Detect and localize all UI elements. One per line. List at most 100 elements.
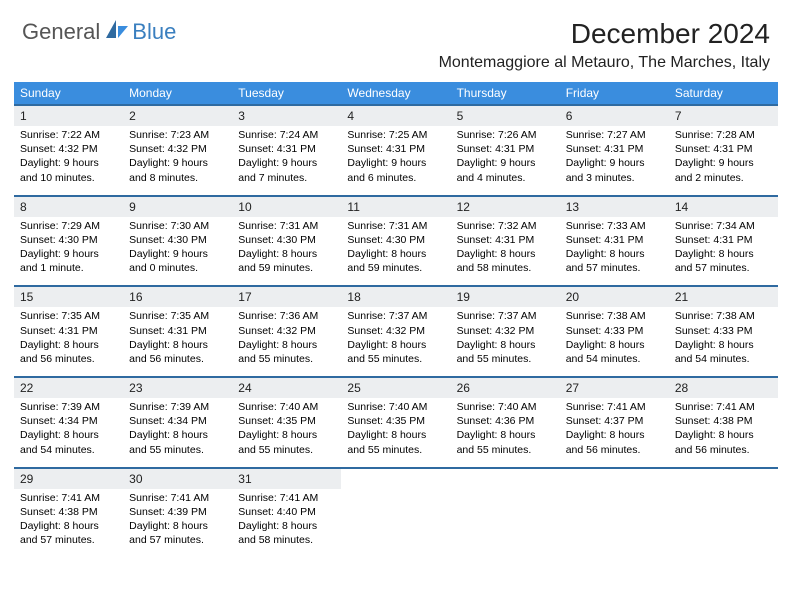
- sunset-line: Sunset: 4:31 PM: [566, 233, 663, 247]
- week-4-daynum-row: 293031: [14, 467, 778, 489]
- daylight-line: Daylight: 8 hours and 56 minutes.: [675, 428, 772, 456]
- sunset-line: Sunset: 4:30 PM: [129, 233, 226, 247]
- logo-sail-icon: [104, 18, 130, 45]
- day-9-number: 9: [123, 195, 232, 217]
- weeks-container: 1234567Sunrise: 7:22 AMSunset: 4:32 PMDa…: [14, 104, 778, 557]
- daylight-line: Daylight: 8 hours and 59 minutes.: [238, 247, 335, 275]
- sunrise-line: Sunrise: 7:41 AM: [566, 400, 663, 414]
- day-24-details: Sunrise: 7:40 AMSunset: 4:35 PMDaylight:…: [232, 398, 341, 467]
- day-1-number: 1: [14, 104, 123, 126]
- sunrise-line: Sunrise: 7:40 AM: [457, 400, 554, 414]
- day-3-number: 3: [232, 104, 341, 126]
- daylight-line: Daylight: 8 hours and 58 minutes.: [457, 247, 554, 275]
- sunrise-line: Sunrise: 7:39 AM: [20, 400, 117, 414]
- day-1-details: Sunrise: 7:22 AMSunset: 4:32 PMDaylight:…: [14, 126, 123, 195]
- daylight-line: Daylight: 8 hours and 55 minutes.: [347, 428, 444, 456]
- weekday-header-thursday: Thursday: [451, 82, 560, 104]
- day-3-details: Sunrise: 7:24 AMSunset: 4:31 PMDaylight:…: [232, 126, 341, 195]
- empty-cell: [560, 467, 669, 489]
- logo-text-blue: Blue: [132, 19, 176, 45]
- day-14-details: Sunrise: 7:34 AMSunset: 4:31 PMDaylight:…: [669, 217, 778, 286]
- sunrise-line: Sunrise: 7:35 AM: [129, 309, 226, 323]
- daylight-line: Daylight: 8 hours and 55 minutes.: [347, 338, 444, 366]
- day-6-number: 6: [560, 104, 669, 126]
- sunset-line: Sunset: 4:31 PM: [675, 142, 772, 156]
- day-20-details: Sunrise: 7:38 AMSunset: 4:33 PMDaylight:…: [560, 307, 669, 376]
- sunset-line: Sunset: 4:35 PM: [238, 414, 335, 428]
- day-18-details: Sunrise: 7:37 AMSunset: 4:32 PMDaylight:…: [341, 307, 450, 376]
- day-12-number: 12: [451, 195, 560, 217]
- week-0-daynum-row: 1234567: [14, 104, 778, 126]
- daylight-line: Daylight: 8 hours and 56 minutes.: [129, 338, 226, 366]
- daylight-line: Daylight: 9 hours and 4 minutes.: [457, 156, 554, 184]
- day-22-details: Sunrise: 7:39 AMSunset: 4:34 PMDaylight:…: [14, 398, 123, 467]
- day-2-number: 2: [123, 104, 232, 126]
- day-19-details: Sunrise: 7:37 AMSunset: 4:32 PMDaylight:…: [451, 307, 560, 376]
- daylight-line: Daylight: 8 hours and 57 minutes.: [675, 247, 772, 275]
- daylight-line: Daylight: 9 hours and 3 minutes.: [566, 156, 663, 184]
- sunrise-line: Sunrise: 7:31 AM: [238, 219, 335, 233]
- daylight-line: Daylight: 8 hours and 56 minutes.: [20, 338, 117, 366]
- sunset-line: Sunset: 4:34 PM: [20, 414, 117, 428]
- empty-cell: [451, 467, 560, 489]
- daylight-line: Daylight: 8 hours and 55 minutes.: [457, 338, 554, 366]
- day-5-details: Sunrise: 7:26 AMSunset: 4:31 PMDaylight:…: [451, 126, 560, 195]
- sunset-line: Sunset: 4:32 PM: [129, 142, 226, 156]
- daylight-line: Daylight: 8 hours and 54 minutes.: [566, 338, 663, 366]
- day-11-number: 11: [341, 195, 450, 217]
- title-block: December 2024 Montemaggiore al Metauro, …: [439, 18, 770, 72]
- sunrise-line: Sunrise: 7:27 AM: [566, 128, 663, 142]
- sunrise-line: Sunrise: 7:34 AM: [675, 219, 772, 233]
- sunset-line: Sunset: 4:31 PM: [675, 233, 772, 247]
- day-14-number: 14: [669, 195, 778, 217]
- sunset-line: Sunset: 4:32 PM: [20, 142, 117, 156]
- day-17-details: Sunrise: 7:36 AMSunset: 4:32 PMDaylight:…: [232, 307, 341, 376]
- sunset-line: Sunset: 4:30 PM: [347, 233, 444, 247]
- weekday-header-sunday: Sunday: [14, 82, 123, 104]
- sunrise-line: Sunrise: 7:29 AM: [20, 219, 117, 233]
- sunrise-line: Sunrise: 7:32 AM: [457, 219, 554, 233]
- sunrise-line: Sunrise: 7:38 AM: [675, 309, 772, 323]
- sunset-line: Sunset: 4:35 PM: [347, 414, 444, 428]
- daylight-line: Daylight: 8 hours and 57 minutes.: [566, 247, 663, 275]
- sunrise-line: Sunrise: 7:23 AM: [129, 128, 226, 142]
- day-22-number: 22: [14, 376, 123, 398]
- day-30-number: 30: [123, 467, 232, 489]
- weekday-header-saturday: Saturday: [669, 82, 778, 104]
- sunset-line: Sunset: 4:31 PM: [566, 142, 663, 156]
- week-2-detail-row: Sunrise: 7:35 AMSunset: 4:31 PMDaylight:…: [14, 307, 778, 376]
- sunrise-line: Sunrise: 7:41 AM: [129, 491, 226, 505]
- week-3-daynum-row: 22232425262728: [14, 376, 778, 398]
- weekday-header-wednesday: Wednesday: [341, 82, 450, 104]
- sunset-line: Sunset: 4:33 PM: [675, 324, 772, 338]
- sunset-line: Sunset: 4:31 PM: [347, 142, 444, 156]
- sunrise-line: Sunrise: 7:28 AM: [675, 128, 772, 142]
- day-16-number: 16: [123, 285, 232, 307]
- day-21-details: Sunrise: 7:38 AMSunset: 4:33 PMDaylight:…: [669, 307, 778, 376]
- calendar-grid: SundayMondayTuesdayWednesdayThursdayFrid…: [14, 82, 778, 557]
- sunset-line: Sunset: 4:31 PM: [20, 324, 117, 338]
- daylight-line: Daylight: 8 hours and 55 minutes.: [238, 428, 335, 456]
- empty-cell: [669, 467, 778, 489]
- day-23-details: Sunrise: 7:39 AMSunset: 4:34 PMDaylight:…: [123, 398, 232, 467]
- sunrise-line: Sunrise: 7:25 AM: [347, 128, 444, 142]
- sunset-line: Sunset: 4:30 PM: [20, 233, 117, 247]
- empty-cell: [560, 489, 669, 558]
- week-1-daynum-row: 891011121314: [14, 195, 778, 217]
- sunrise-line: Sunrise: 7:41 AM: [675, 400, 772, 414]
- day-25-details: Sunrise: 7:40 AMSunset: 4:35 PMDaylight:…: [341, 398, 450, 467]
- sunrise-line: Sunrise: 7:41 AM: [238, 491, 335, 505]
- daylight-line: Daylight: 9 hours and 1 minute.: [20, 247, 117, 275]
- sunset-line: Sunset: 4:31 PM: [129, 324, 226, 338]
- daylight-line: Daylight: 9 hours and 0 minutes.: [129, 247, 226, 275]
- daylight-line: Daylight: 8 hours and 59 minutes.: [347, 247, 444, 275]
- sunrise-line: Sunrise: 7:33 AM: [566, 219, 663, 233]
- sunrise-line: Sunrise: 7:22 AM: [20, 128, 117, 142]
- sunset-line: Sunset: 4:38 PM: [675, 414, 772, 428]
- day-4-number: 4: [341, 104, 450, 126]
- sunrise-line: Sunrise: 7:24 AM: [238, 128, 335, 142]
- day-2-details: Sunrise: 7:23 AMSunset: 4:32 PMDaylight:…: [123, 126, 232, 195]
- sunrise-line: Sunrise: 7:31 AM: [347, 219, 444, 233]
- day-15-details: Sunrise: 7:35 AMSunset: 4:31 PMDaylight:…: [14, 307, 123, 376]
- logo: General Blue: [22, 18, 176, 45]
